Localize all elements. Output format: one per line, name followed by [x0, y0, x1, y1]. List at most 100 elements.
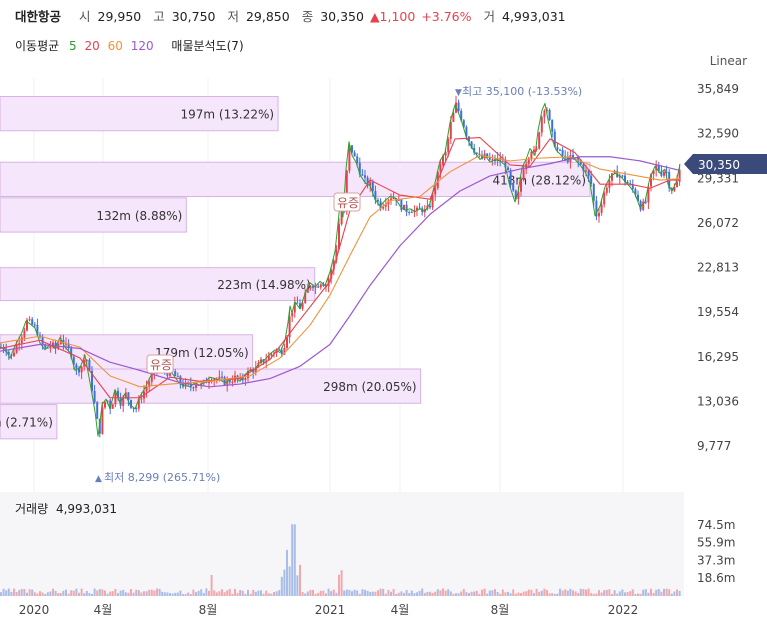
candle-body [647, 186, 650, 203]
price-tick-label: 26,072 [697, 216, 739, 230]
volume-bar [213, 590, 216, 596]
profile-label: 40.3m (2.71%) [0, 416, 53, 430]
volume-bar [377, 590, 379, 596]
volume-bar [234, 588, 236, 596]
volume-bar [452, 593, 455, 596]
volume-bar [608, 589, 611, 596]
volume-bar [509, 593, 512, 596]
candle-body [218, 376, 221, 379]
candle-body [403, 204, 405, 210]
volume-bar [496, 592, 499, 596]
volume-bar [392, 589, 395, 596]
volume-bar [31, 589, 34, 596]
candle-body [174, 371, 177, 376]
candle-body [239, 377, 242, 379]
candle-body [340, 206, 343, 225]
candle-body [473, 147, 476, 153]
candle-body [670, 188, 673, 191]
candle-body [101, 407, 104, 434]
volume-bar [538, 591, 541, 596]
profile-bar [0, 197, 187, 233]
scale-mode-button[interactable]: Linear [709, 54, 747, 68]
volume-bar [156, 588, 158, 596]
volume-bar [218, 591, 221, 596]
volume-bar [488, 590, 491, 596]
candle-body [179, 376, 182, 385]
volume-bar [283, 569, 286, 596]
moving-average-legend: 이동평균 5 20 60 120 매물분석도(7) [15, 37, 250, 54]
volume-bar [369, 591, 372, 596]
volume-bar [416, 592, 418, 596]
volume-bar [418, 590, 421, 596]
volume-bar [642, 589, 645, 596]
volume-bar [176, 592, 179, 596]
volume-bar [366, 590, 369, 596]
candle-body [384, 204, 387, 207]
volume-bar [639, 593, 642, 596]
candle-body [603, 192, 606, 205]
ma-title[interactable]: 이동평균 [15, 39, 60, 53]
volume-bar [335, 592, 338, 596]
volume-bar [546, 590, 548, 596]
volume-bar [408, 593, 411, 596]
volume-bar [223, 592, 226, 596]
stock-name: 대한항공 [15, 9, 62, 24]
volume-bar [566, 590, 569, 596]
volume-bar [127, 592, 130, 596]
volume-bar [98, 589, 101, 596]
candle-body [624, 175, 626, 182]
volume-bar [215, 592, 218, 596]
candle-body [332, 260, 335, 270]
time-axis: 2020 4월 8월 2021 4월 8월 2022 [19, 603, 639, 617]
candle-body [351, 145, 353, 153]
low-label: 저 [227, 9, 239, 24]
candle-body [236, 375, 239, 378]
candle-body [106, 400, 109, 402]
candle-body [192, 387, 195, 389]
candle-body [595, 200, 598, 217]
volume-bar [78, 592, 80, 596]
volume-bar [637, 593, 639, 596]
volume-bar [254, 591, 257, 596]
volume-bar [249, 593, 252, 596]
volume-bar [182, 594, 184, 596]
candle-body [587, 170, 590, 177]
candle-body [462, 120, 465, 128]
volume-bar [460, 591, 463, 596]
event-marker-2[interactable]: 유증 [333, 192, 361, 212]
candle-body [481, 154, 483, 159]
candle-body [33, 324, 36, 326]
candle-body [507, 167, 509, 171]
price-tick-label: 16,295 [697, 350, 739, 364]
candle-body [512, 183, 515, 191]
profile-bar [0, 161, 591, 197]
volume-bar [301, 592, 304, 596]
candle-body [447, 138, 450, 152]
candle-body [288, 316, 291, 338]
candle-body [293, 302, 296, 313]
volume-bar [317, 592, 320, 596]
candle-body [371, 182, 374, 192]
candle-body [208, 381, 210, 384]
volume-bar [611, 593, 613, 596]
candle-body [634, 189, 637, 195]
candle-body [195, 384, 197, 388]
profile-bar [0, 404, 58, 440]
volume-bar [312, 589, 314, 596]
profile-label: 418m (28.12%) [492, 173, 586, 187]
candle-body [475, 152, 478, 154]
volume-profile-toggle[interactable]: 매물분석도(7) [171, 39, 244, 53]
candle-body [301, 302, 304, 309]
volume-bar [72, 590, 75, 596]
volume-bar [504, 592, 507, 596]
event-marker-1[interactable]: 유증 [146, 354, 174, 374]
volume-bar [613, 590, 616, 596]
profile-label: 132m (8.88%) [96, 209, 182, 223]
candle-body [496, 158, 499, 162]
volume-bar [306, 591, 309, 596]
volume-bar [288, 566, 291, 596]
low-annotation: 최저 8,299 (265.71%) [104, 471, 220, 484]
volume-panel-label: 거래량 [15, 502, 49, 516]
candle-body [65, 343, 67, 345]
